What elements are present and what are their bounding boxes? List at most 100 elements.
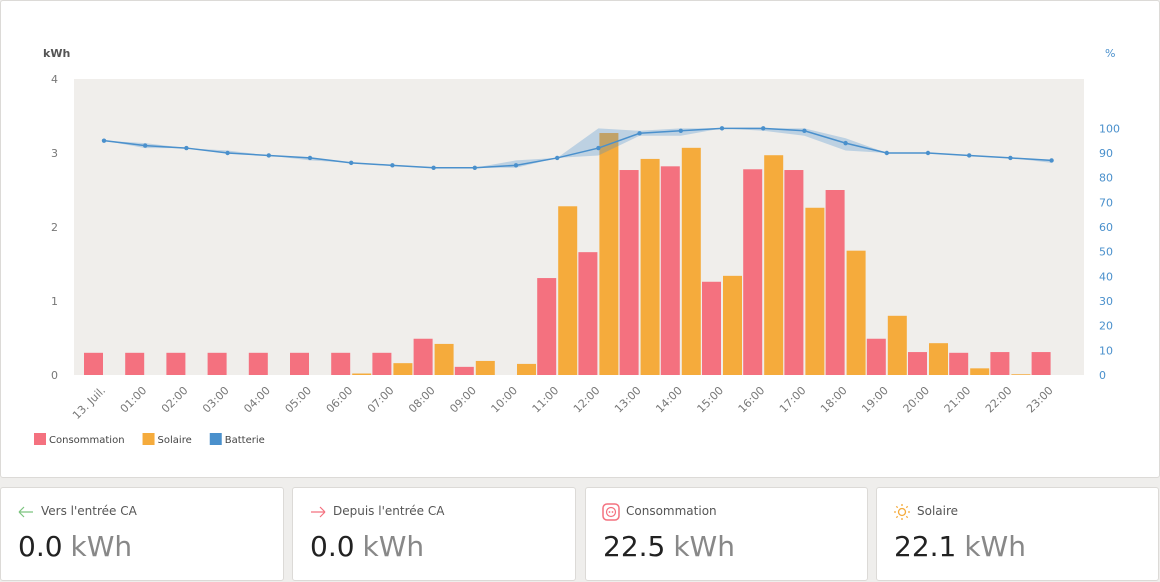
point	[184, 145, 189, 151]
bar	[599, 133, 619, 375]
point	[761, 126, 766, 131]
bar	[619, 170, 639, 375]
x-tick-label: 08:00	[406, 384, 438, 416]
y2-tick-label: 10	[1099, 344, 1113, 357]
bar	[393, 363, 413, 375]
chart-panel: kWh % 0 1 2 3 4 0 10 20 30 40 50 60 70 80 90 100 13. Jui…	[0, 0, 1160, 478]
point	[390, 163, 395, 168]
legend-label: Consommation	[49, 435, 125, 446]
bar	[908, 352, 927, 375]
card-value: 0.0	[310, 530, 355, 563]
y2-tick-label: 40	[1099, 270, 1113, 283]
x-tick-label: 11:00	[530, 384, 562, 416]
card-unit: kWh	[362, 530, 425, 563]
card-value-row: 22.1 kWh	[894, 530, 1026, 563]
x-tick-label: 14:00	[653, 384, 685, 416]
card-icon	[18, 506, 33, 518]
card-unit: kWh	[964, 530, 1026, 563]
bar	[558, 206, 578, 375]
card-icon	[602, 503, 620, 521]
y2-tick-label: 90	[1099, 147, 1113, 160]
x-tick-label: 12:00	[571, 384, 603, 416]
legend-label: Batterie	[225, 435, 265, 446]
x-tick-label: 04:00	[241, 384, 273, 416]
bar	[248, 352, 268, 375]
bar	[125, 352, 145, 375]
y-tick-label: 1	[51, 295, 58, 308]
y-axis-label: kWh	[43, 47, 70, 60]
bar	[846, 250, 866, 375]
bar	[578, 252, 598, 375]
card-unit: kWh	[70, 530, 133, 563]
y2-tick-label: 80	[1099, 172, 1113, 185]
bar	[723, 275, 742, 375]
bar	[681, 147, 701, 375]
point	[349, 160, 354, 166]
bar	[640, 158, 660, 375]
point	[225, 150, 230, 156]
x-tick-label: 07:00	[365, 384, 397, 416]
bar	[866, 338, 886, 375]
bar	[929, 343, 948, 375]
card-title: Vers l'entrée CA	[41, 504, 137, 518]
bar	[517, 363, 536, 375]
y2-axis-label: %	[1105, 47, 1115, 60]
point	[143, 143, 148, 148]
bar	[537, 278, 557, 375]
x-tick-label: 02:00	[159, 384, 191, 416]
bar	[949, 352, 969, 375]
bar	[887, 315, 907, 375]
stat-card: Solaire 22.1 kWh	[876, 487, 1159, 581]
point	[678, 128, 683, 133]
x-tick-label: 19:00	[859, 384, 891, 416]
point	[1008, 155, 1013, 161]
card-value-row: 22.5 kWh	[603, 530, 735, 563]
bar	[434, 343, 454, 375]
y2-tick-label: 70	[1099, 196, 1113, 209]
point	[266, 153, 271, 158]
y-tick-label: 3	[51, 147, 58, 160]
bar	[825, 190, 845, 375]
bar	[764, 155, 784, 375]
bar	[413, 338, 433, 375]
y2-tick-label: 50	[1099, 246, 1113, 259]
card-value-row: 0.0 kWh	[18, 530, 132, 563]
line	[103, 127, 1052, 169]
range-band	[104, 128, 1052, 168]
x-tick-label: 05:00	[283, 384, 315, 416]
bar	[166, 352, 186, 375]
stat-card: Depuis l'entrée CA 0.0 kWh	[292, 487, 576, 581]
point	[555, 155, 560, 161]
point	[1049, 158, 1054, 163]
bar	[290, 352, 309, 375]
y2-tick-label: 60	[1099, 221, 1113, 234]
x-tick-label: 09:00	[447, 384, 479, 416]
legend-swatch	[209, 433, 222, 445]
stat-card: Consommation 22.5 kWh	[585, 487, 868, 581]
bar	[331, 352, 351, 375]
card-value: 22.5	[603, 530, 666, 563]
x-tick-label: 23:00	[1024, 384, 1056, 416]
x-tick-label: 15:00	[695, 384, 727, 416]
bar	[207, 352, 227, 375]
card-title: Consommation	[626, 504, 717, 518]
bar	[454, 366, 474, 375]
point	[431, 165, 436, 170]
x-tick-label: 13. Juil.	[70, 384, 108, 422]
x-tick-label: 16:00	[736, 384, 768, 416]
card-value-row: 0.0 kWh	[310, 530, 424, 563]
legend-label: Solaire	[158, 435, 192, 446]
point	[307, 155, 313, 161]
y-tick-label: 2	[51, 221, 58, 234]
bar	[805, 207, 825, 375]
bar	[660, 166, 680, 375]
legend-swatch	[34, 433, 46, 445]
bar	[475, 360, 495, 375]
point	[513, 163, 519, 168]
legend-swatch	[142, 433, 155, 445]
point	[472, 165, 477, 170]
bar	[743, 169, 763, 375]
point	[719, 126, 725, 131]
card-icon	[894, 504, 910, 520]
